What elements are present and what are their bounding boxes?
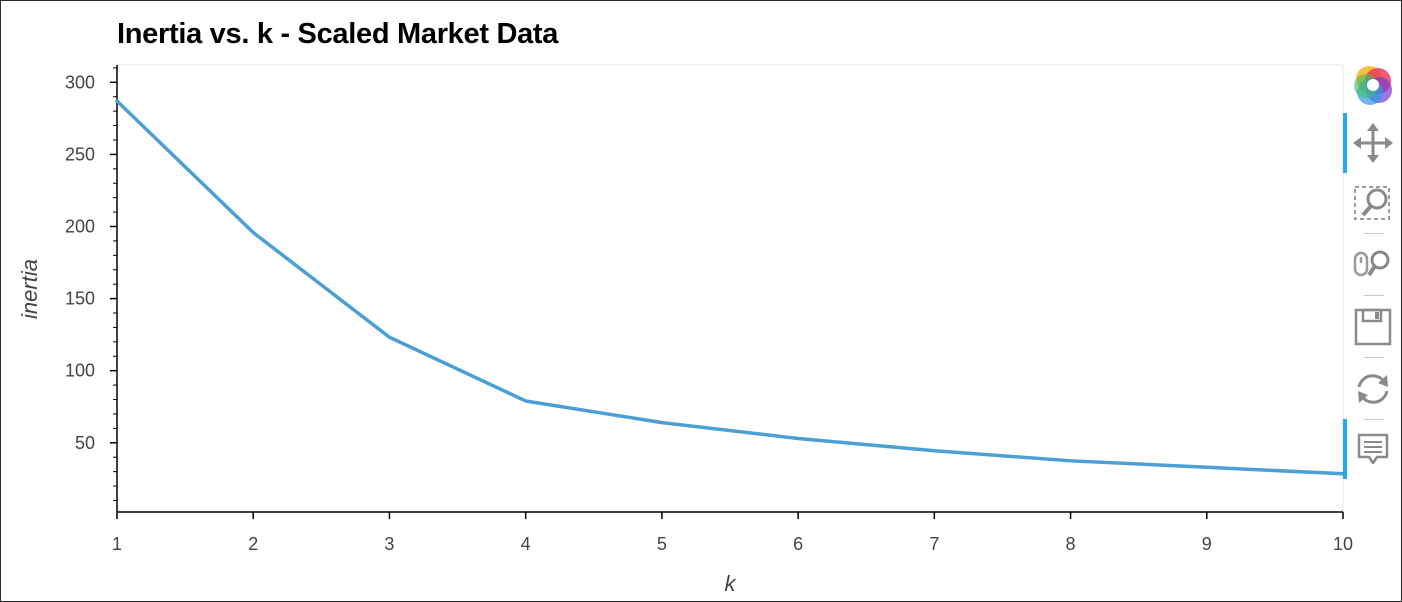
- pan-tool-active-indicator: [1343, 113, 1347, 173]
- y-tick-label: 300: [65, 72, 95, 92]
- x-tick-label: 7: [929, 534, 939, 554]
- x-tick-label: 10: [1333, 534, 1353, 554]
- reset-tool-icon[interactable]: [1351, 367, 1395, 411]
- x-axis-label: k: [725, 571, 737, 596]
- toolbar-separator: [1364, 295, 1384, 296]
- hover-tool-active-indicator: [1343, 419, 1347, 479]
- x-tick-label: 3: [384, 534, 394, 554]
- box-zoom-tool-icon[interactable]: [1351, 181, 1395, 225]
- x-tick-label: 6: [793, 534, 803, 554]
- x-tick-label: 4: [521, 534, 531, 554]
- bokeh-logo-icon[interactable]: [1351, 63, 1395, 107]
- toolbar-separator: [1364, 419, 1384, 420]
- plot-frame: [116, 64, 1344, 513]
- toolbar-separator: [1364, 357, 1384, 358]
- x-tick-label: 2: [248, 534, 258, 554]
- x-tick-label: 1: [112, 534, 122, 554]
- series-layer: [115, 99, 1345, 476]
- pan-tool-icon[interactable]: [1351, 121, 1395, 165]
- chart-title: Inertia vs. k - Scaled Market Data: [117, 18, 559, 50]
- y-tick-label: 250: [65, 144, 95, 164]
- x-tick-label: 5: [657, 534, 667, 554]
- toolbar-separator: [1364, 233, 1384, 234]
- y-tick-label: 200: [65, 216, 95, 236]
- toolbar: [1343, 61, 1402, 481]
- x-tick-label: 9: [1202, 534, 1212, 554]
- x-tick-label: 8: [1066, 534, 1076, 554]
- y-axis-label: inertia: [17, 259, 42, 319]
- y-tick-label: 100: [65, 361, 95, 381]
- y-tick-label: 150: [65, 289, 95, 309]
- y-tick-label: 50: [75, 433, 95, 453]
- series-line: [115, 99, 1345, 476]
- save-tool-icon[interactable]: [1351, 305, 1395, 349]
- wheel-zoom-tool-icon[interactable]: [1351, 241, 1395, 285]
- hover-tool-icon[interactable]: [1351, 427, 1395, 471]
- axes-layer: 1 2 3 4 5 6 7 8 9 10 50 100 150 200 250 300: [65, 65, 1353, 554]
